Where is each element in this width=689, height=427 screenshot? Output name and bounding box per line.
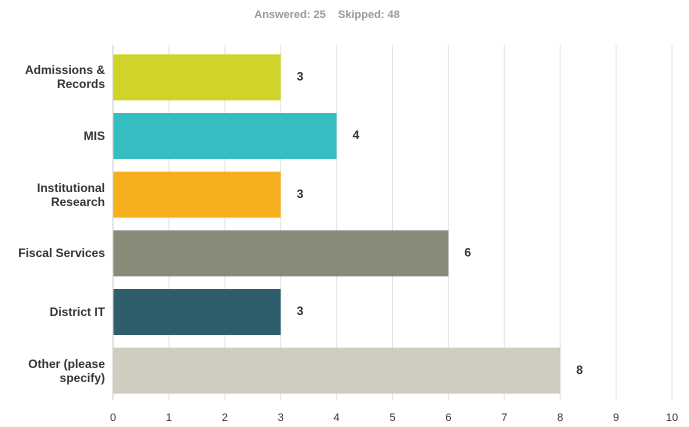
x-tick-label: 0	[110, 412, 116, 424]
y-tick-label: Other (please specify)	[28, 356, 105, 385]
x-tick-label: 8	[557, 412, 563, 424]
y-tick-label: MIS	[83, 129, 105, 143]
subtitle: Answered: 25 Skipped: 48	[254, 9, 400, 21]
value-label: 3	[297, 187, 304, 201]
bar	[113, 171, 281, 218]
bar	[113, 347, 561, 394]
x-tick-label: 5	[389, 412, 395, 424]
bar	[113, 289, 281, 335]
x-tick-label: 6	[445, 412, 451, 424]
x-tick-label: 9	[613, 412, 619, 424]
value-label: 4	[353, 128, 360, 142]
x-tick-label: 3	[278, 412, 284, 424]
value-label: 3	[297, 304, 304, 318]
value-label: 3	[297, 70, 304, 84]
y-tick-label: Fiscal Services	[18, 246, 105, 261]
value-label: 8	[576, 363, 583, 377]
x-tick-label: 1	[166, 412, 172, 424]
x-tick-label: 2	[222, 412, 228, 424]
y-tick-label: Institutional Research	[37, 180, 105, 209]
y-tick-label: District IT	[49, 305, 105, 319]
bar	[113, 230, 449, 277]
x-tick-label: 7	[501, 412, 507, 424]
value-label: 6	[464, 246, 471, 260]
bar	[113, 54, 281, 101]
x-tick-label: 10	[666, 412, 678, 424]
x-tick-label: 4	[334, 412, 340, 424]
y-tick-label: Admissions & Records	[24, 63, 105, 92]
bar	[113, 113, 337, 159]
